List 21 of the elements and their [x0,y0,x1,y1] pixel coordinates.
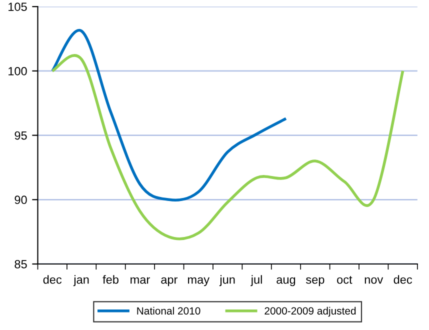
y-tick-label: 95 [14,131,27,140]
line-series [50,29,288,202]
x-tick-label: aug [276,277,296,286]
x-tick-label: dec [394,275,412,284]
x-tick-label: apr [161,277,178,286]
x-tick-label: jun [219,275,235,286]
y-tick-label: 105 [8,2,27,11]
legend-label: National 2010 [137,306,200,315]
x-tick-label: jan [73,275,89,286]
x-tick-label: mar [130,277,150,284]
x-tick-label: oct [337,276,352,284]
y-tick-label: 100 [8,66,27,76]
x-tick-label: may [188,277,210,286]
x-tick-label: jul [250,275,262,286]
legend-label: 2000-2009 adjusted [264,306,356,317]
x-tick-label: sep [306,277,324,286]
x-tick-label: dec [43,275,62,284]
y-tick-label: 90 [14,196,27,204]
y-tick-label: 85 [14,260,27,268]
x-tick-label: nov [364,277,384,284]
x-tick-label: feb [102,275,118,284]
